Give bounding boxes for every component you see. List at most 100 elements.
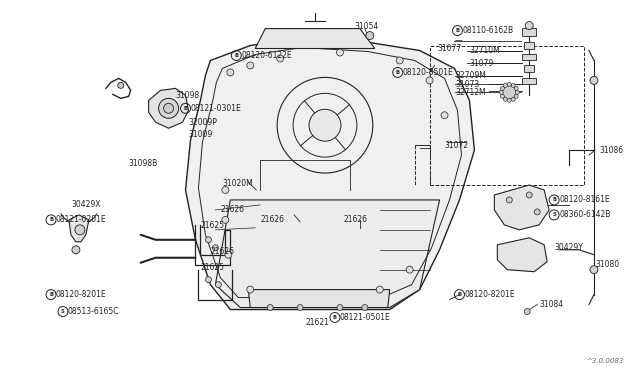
Text: ^3.0.0083: ^3.0.0083 [586,358,624,364]
Text: 31077: 31077 [438,44,462,53]
Circle shape [534,209,540,215]
Text: 08513-6165C: 08513-6165C [68,307,120,316]
Circle shape [297,305,303,311]
Circle shape [118,82,124,89]
Text: 31080: 31080 [595,260,619,269]
Text: 31073: 31073 [456,80,480,89]
Circle shape [508,82,511,86]
Text: 08120-8161E: 08120-8161E [559,195,610,205]
Circle shape [515,90,519,94]
Circle shape [222,217,229,223]
Bar [522,78,536,84]
Circle shape [506,197,512,203]
Text: 21625: 21625 [200,263,225,272]
Circle shape [500,94,504,98]
Text: 30429X: 30429X [71,201,100,209]
Circle shape [212,245,218,251]
Bar [522,54,536,61]
Text: S: S [61,309,65,314]
Circle shape [524,308,530,314]
Circle shape [511,83,515,87]
Circle shape [441,112,448,119]
Circle shape [500,86,504,90]
Polygon shape [255,29,375,48]
Polygon shape [186,39,474,310]
Circle shape [227,69,234,76]
Text: 31084: 31084 [539,300,563,309]
Circle shape [205,277,211,283]
Circle shape [499,90,503,94]
Polygon shape [148,89,189,128]
Text: 08121-0301E: 08121-0301E [191,104,241,113]
Text: B: B [49,292,53,297]
Circle shape [508,98,511,102]
Text: 31086: 31086 [599,145,623,155]
Text: S: S [552,212,556,217]
Text: B: B [552,198,556,202]
Bar [522,28,536,36]
Circle shape [225,251,232,258]
Text: 31054: 31054 [355,22,379,31]
Text: 08120-8501E: 08120-8501E [403,68,454,77]
Polygon shape [494,185,549,230]
Text: 08120-8201E: 08120-8201E [465,290,515,299]
Circle shape [164,103,173,113]
Circle shape [503,97,508,101]
Text: 32712M: 32712M [456,88,486,97]
Text: 32009P: 32009P [189,118,218,127]
Circle shape [337,49,344,56]
Circle shape [366,32,374,39]
Circle shape [590,76,598,84]
Circle shape [376,286,383,293]
Text: 08121-0201E: 08121-0201E [56,215,107,224]
Circle shape [406,266,413,273]
Circle shape [525,22,533,30]
Circle shape [590,266,598,274]
Circle shape [205,237,211,243]
Text: B: B [184,106,188,111]
Circle shape [514,94,518,98]
Text: B: B [456,28,460,33]
Text: 31020M: 31020M [222,179,253,187]
Text: 31098: 31098 [175,91,200,100]
Circle shape [503,83,508,87]
Text: 31098B: 31098B [129,158,158,167]
Text: 21626: 21626 [211,247,234,256]
Circle shape [396,57,403,64]
Text: 08121-0501E: 08121-0501E [340,313,390,322]
Circle shape [362,305,368,311]
Bar [524,65,534,73]
Circle shape [216,282,221,288]
Text: B: B [458,292,461,297]
Circle shape [309,109,341,141]
Circle shape [511,97,515,101]
Polygon shape [216,200,440,308]
Text: 08360-6142B: 08360-6142B [559,211,611,219]
Text: 08120-8201E: 08120-8201E [56,290,107,299]
Text: 21626: 21626 [344,215,368,224]
Circle shape [514,86,518,90]
Circle shape [267,305,273,311]
Circle shape [276,55,284,62]
Circle shape [72,246,80,254]
Text: 08120-6122E: 08120-6122E [241,51,292,60]
Text: 32709M: 32709M [456,71,486,80]
Circle shape [337,305,343,311]
Text: 21626: 21626 [220,205,244,214]
Circle shape [502,86,516,99]
Circle shape [247,62,253,69]
Text: B: B [396,70,400,75]
Text: 31009: 31009 [189,130,212,139]
Circle shape [426,77,433,84]
Circle shape [159,98,179,118]
Text: 31079: 31079 [469,59,493,68]
Text: 21626: 21626 [260,215,284,224]
Text: 08110-6162B: 08110-6162B [463,26,513,35]
Text: 32710M: 32710M [469,46,500,55]
Polygon shape [69,215,89,242]
Text: B: B [333,315,337,320]
Text: —: — [454,36,462,45]
Text: B: B [234,53,238,58]
Bar [429,45,584,185]
Text: 21625: 21625 [200,221,225,230]
